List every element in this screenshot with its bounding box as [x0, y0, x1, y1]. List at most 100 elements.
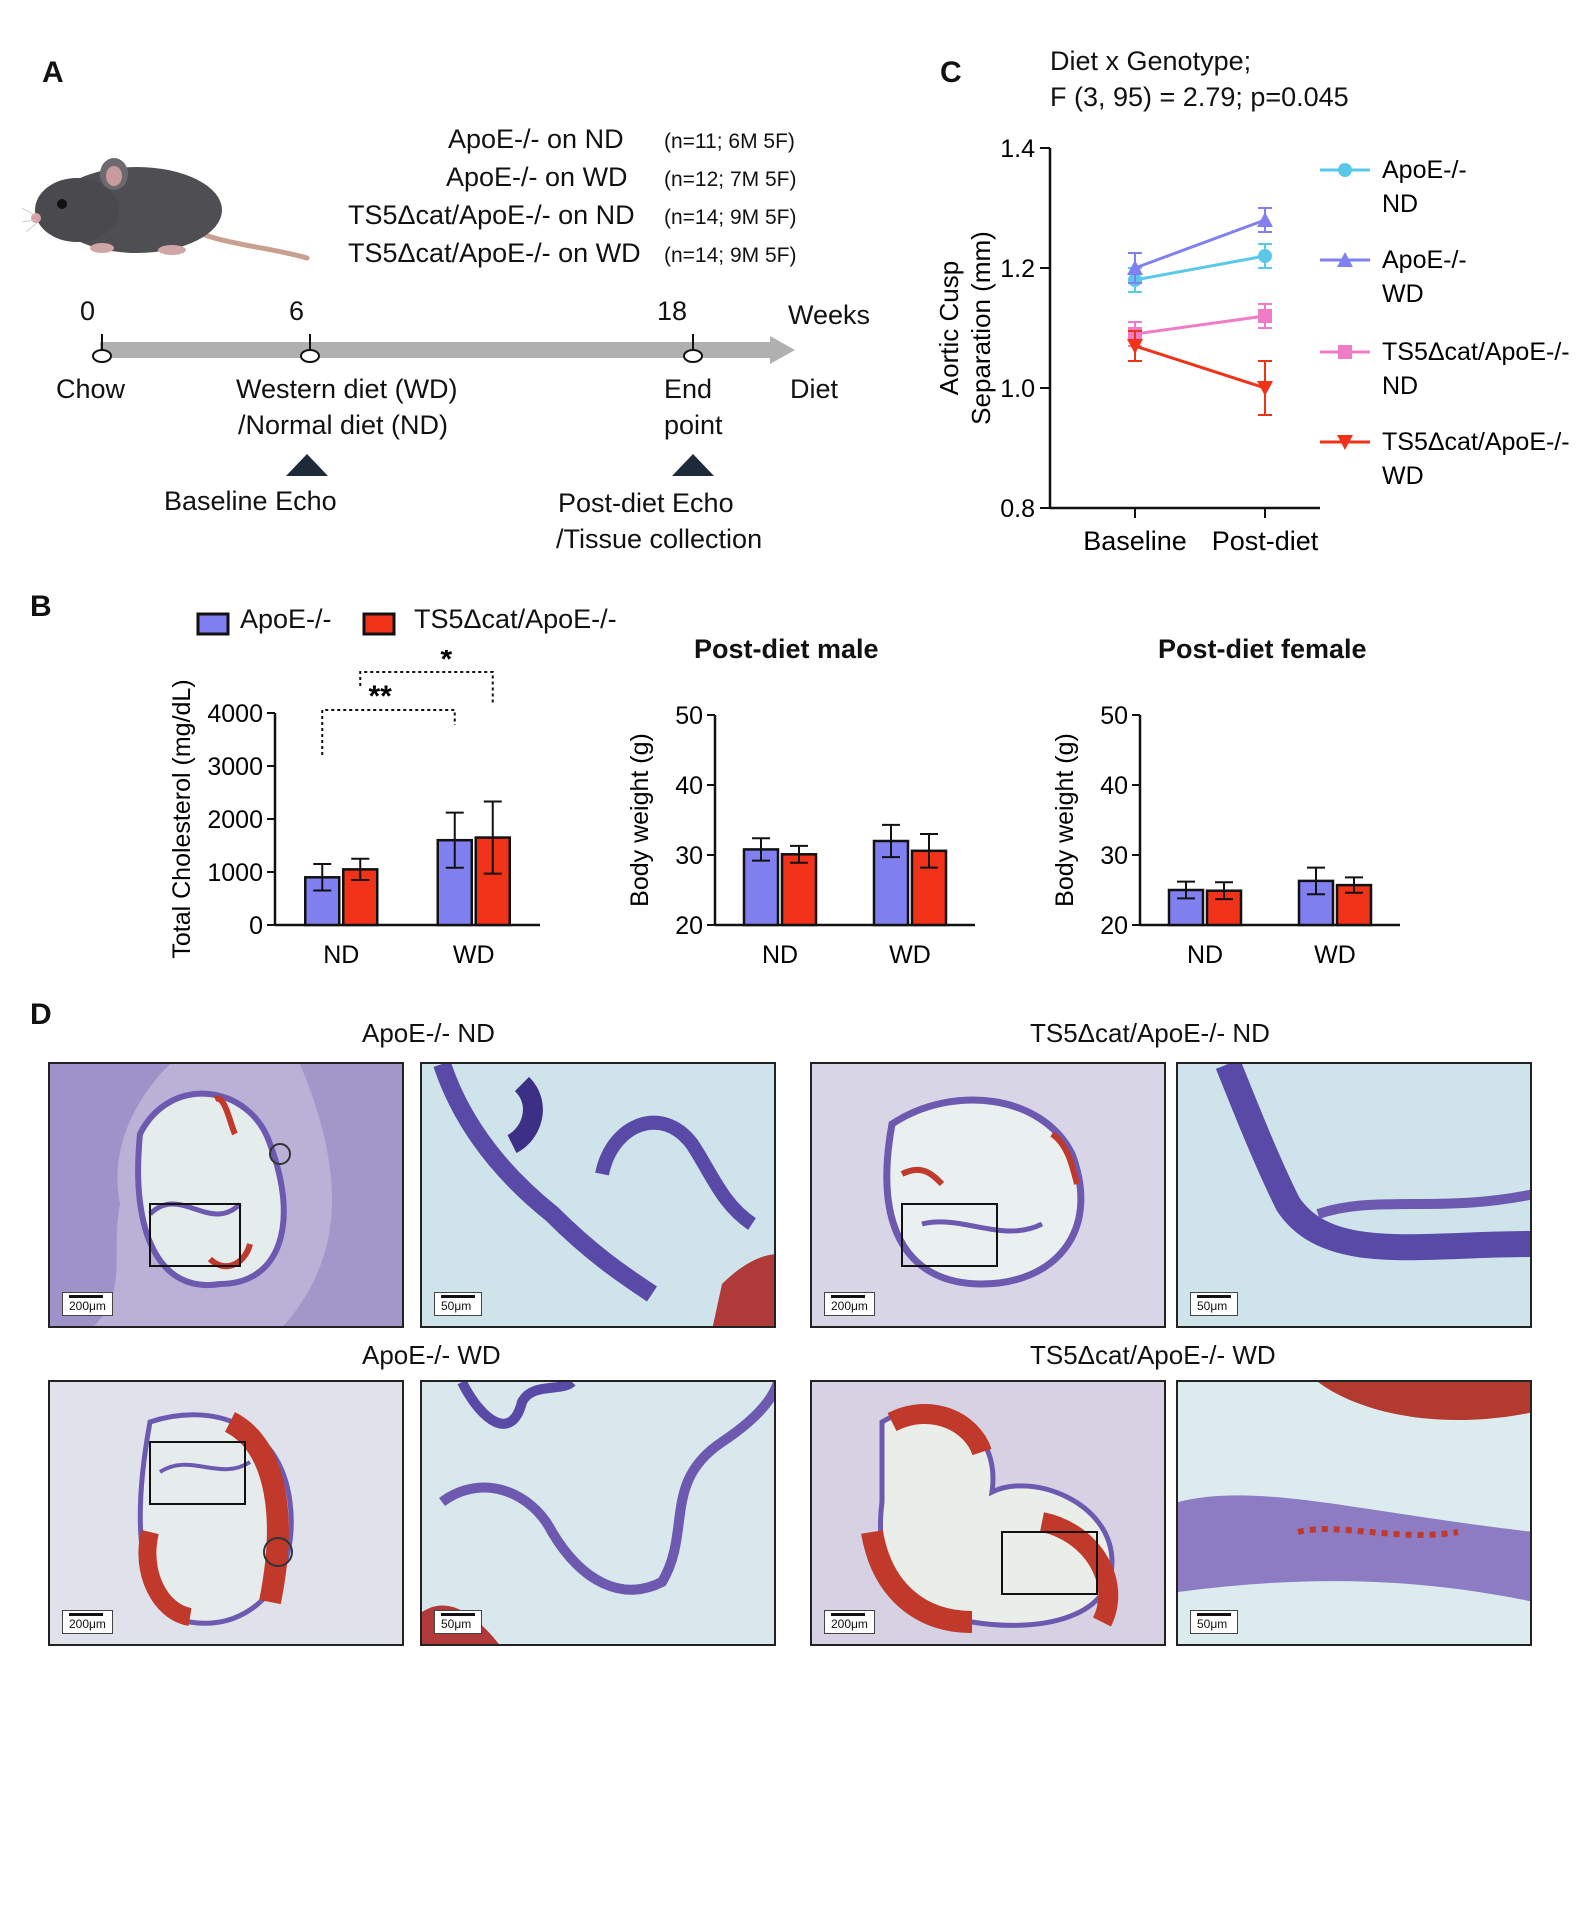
y-tick-label: 40 [675, 772, 703, 800]
scale-bar-200: 200μm [62, 1610, 113, 1634]
y-tick-label: 0.8 [1000, 495, 1035, 523]
legend-label-line2: WD [1382, 280, 1424, 308]
group-n-4: (n=14; 9M 5F) [664, 244, 797, 267]
timeline-end: End [664, 374, 713, 404]
timeline-point: point [664, 410, 723, 440]
y-tick-label: 3000 [207, 753, 263, 781]
panel-b-legend [196, 612, 396, 636]
post-diet-echo-label: Post-diet Echo [558, 488, 734, 518]
post-diet-echo-marker [672, 454, 714, 476]
micrograph-apoe-wd-low: 200μm [48, 1380, 404, 1646]
y-axis-label: Body weight (g) [1051, 733, 1079, 907]
baseline-echo-marker [286, 454, 328, 476]
group-label-4: TS5Δcat/ApoE-/- on WD [348, 238, 641, 268]
scale-bar-200: 200μm [62, 1292, 113, 1316]
x-tick-label: ND [323, 941, 359, 969]
mouse-illustration [22, 158, 310, 261]
micro-title-ts5-wd: TS5Δcat/ApoE-/- WD [1030, 1340, 1276, 1370]
micrograph-apoe-wd-high: 50μm [420, 1380, 776, 1646]
y-tick-label: 1.2 [1000, 255, 1035, 283]
female-body-weight-chart: 20 30 40 50 Body weight (g) ND WD [1051, 702, 1400, 969]
data-point [1258, 249, 1272, 263]
y-tick-label: 1.0 [1000, 375, 1035, 403]
group-n-2: (n=12; 7M 5F) [664, 168, 797, 191]
group-label-2: ApoE-/- on WD [446, 162, 628, 192]
timeline-chow: Chow [56, 374, 126, 404]
y-tick-label: 0 [249, 912, 263, 940]
x-tick-label: WD [889, 941, 931, 969]
panel-letter-d: D [30, 998, 52, 1031]
tissue-collection-label: /Tissue collection [556, 524, 763, 554]
y-axis-label-line1: Aortic Cusp [934, 261, 964, 395]
scale-bar-50: 50μm [434, 1610, 482, 1634]
micro-title-ts5-nd: TS5Δcat/ApoE-/- ND [1030, 1018, 1270, 1048]
legend-label-line1: ApoE-/- [1382, 246, 1467, 274]
panel-c-stat-line2: F (3, 95) = 2.79; p=0.045 [1050, 82, 1349, 113]
legend-label-line2: ND [1382, 190, 1418, 218]
cholesterol-bar-chart: 0 1000 2000 3000 4000 Total Cholesterol (mg/d… [168, 650, 540, 969]
micrograph-ts5-wd-high: 50μm [1176, 1380, 1532, 1646]
legend-label-line2: WD [1382, 462, 1424, 490]
y-tick-label: 2000 [207, 806, 263, 834]
x-tick-label: Baseline [1083, 526, 1187, 556]
legend-ts5-label: TS5Δcat/ApoE-/- [414, 604, 617, 634]
timeline-normal-diet: /Normal diet (ND) [238, 410, 449, 440]
legend-label-line2: ND [1382, 372, 1418, 400]
timeline-tick-6: 6 [289, 296, 305, 326]
micrograph-ts5-nd-high: 50μm [1176, 1062, 1532, 1328]
micrograph-apoe-nd-low: 200μm [48, 1062, 404, 1328]
y-axis-label-line2: Separation (mm) [966, 231, 996, 425]
y-tick-label: 50 [1100, 702, 1128, 730]
series-line [1134, 314, 1266, 336]
y-tick-label: 4000 [207, 700, 263, 728]
x-tick-label: Post-diet [1212, 526, 1319, 556]
timeline-tick-18: 18 [657, 296, 688, 326]
legend-marker [1337, 435, 1353, 450]
timeline-western-diet: Western diet (WD) [236, 374, 458, 404]
legend-marker [1337, 252, 1353, 267]
significance-star: ** [369, 680, 393, 713]
subtitle-male: Post-diet male [694, 634, 879, 664]
significance-bracket [321, 709, 456, 755]
micrograph-ts5-nd-low: 200μm [810, 1062, 1166, 1328]
series-line [1134, 218, 1266, 270]
panel-letter-a: A [42, 56, 64, 89]
subtitle-female: Post-diet female [1158, 634, 1367, 664]
y-tick-label: 1.4 [1000, 135, 1035, 163]
legend-label-line1: ApoE-/- [1382, 156, 1467, 184]
group-label-1: ApoE-/- on ND [448, 124, 624, 154]
timeline-weeks-label: Weeks [788, 300, 871, 330]
panel-letter-c: C [940, 56, 962, 89]
data-point [1127, 260, 1143, 275]
scale-bar-200: 200μm [824, 1292, 875, 1316]
scale-bar-50: 50μm [1190, 1610, 1238, 1634]
panel-letter-b: B [30, 590, 52, 623]
data-point [1257, 212, 1273, 227]
series-line [1134, 344, 1266, 390]
y-axis-label: Total Cholesterol (mg/dL) [168, 679, 196, 958]
legend-label-line1: TS5Δcat/ApoE-/- [1382, 338, 1570, 366]
x-tick-label: ND [1187, 941, 1223, 969]
scale-bar-50: 50μm [1190, 1292, 1238, 1316]
data-point [1127, 339, 1143, 354]
significance-star: * [441, 650, 453, 676]
panel-c-stat-line1: Diet x Genotype; [1050, 46, 1252, 76]
timeline-tick-0: 0 [80, 296, 96, 326]
x-tick-label: ND [762, 941, 798, 969]
panel-c-stat-text: F (3, 95) = 2.79; p=0.045 [1050, 82, 1349, 112]
legend-marker [1338, 345, 1352, 359]
series-line [1134, 254, 1266, 282]
data-point [1258, 309, 1272, 323]
male-body-weight-chart: 20 30 40 50 Body weight (g) ND WD [626, 702, 975, 969]
legend-label-line1: TS5Δcat/ApoE-/- [1382, 428, 1570, 456]
legend-marker [1338, 163, 1352, 177]
x-tick-label: WD [453, 941, 495, 969]
y-tick-label: 1000 [207, 859, 263, 887]
y-tick-label: 30 [1100, 842, 1128, 870]
bar [780, 853, 818, 927]
y-tick-label: 30 [675, 842, 703, 870]
x-tick-label: WD [1314, 941, 1356, 969]
y-tick-label: 20 [675, 912, 703, 940]
y-tick-label: 50 [675, 702, 703, 730]
y-tick-label: 40 [1100, 772, 1128, 800]
